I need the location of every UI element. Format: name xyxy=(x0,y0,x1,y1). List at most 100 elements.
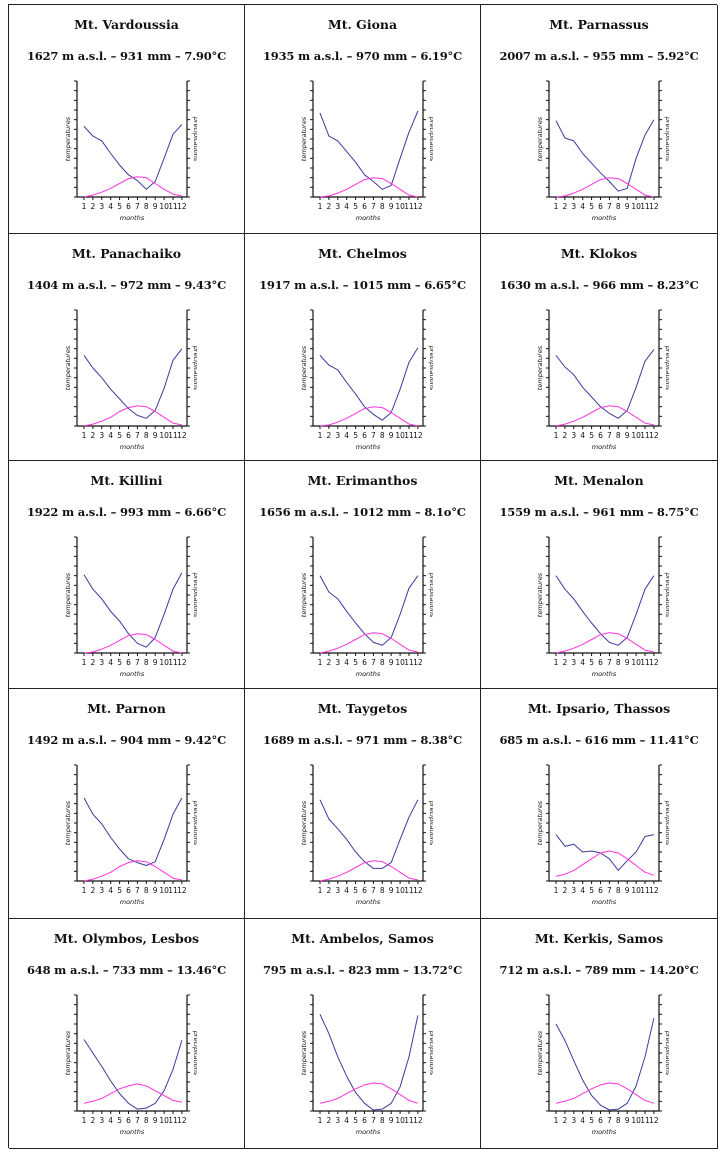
chart-panel-mt-ambelos-samos: Mt. Ambelos, Samos 795 m a.s.l. – 823 mm … xyxy=(245,919,481,1149)
x-tick-label: 3 xyxy=(571,431,576,440)
x-tick-label: 1 xyxy=(554,431,559,440)
x-tick-label: 6 xyxy=(598,202,603,211)
x-tick-label: 4 xyxy=(580,658,585,667)
x-tick-label: 3 xyxy=(335,431,340,440)
chart-panel-mt-menalon: Mt. Menalon 1559 m a.s.l. – 961 mm – 8.75… xyxy=(481,461,718,689)
x-tick-label: 6 xyxy=(126,431,131,440)
x-tick-label: 12 xyxy=(177,658,187,667)
y-axis-label-right: precipitations xyxy=(428,800,433,846)
series-line-temperatures xyxy=(319,860,419,882)
x-tick-label: 9 xyxy=(389,202,394,211)
x-tick-label: 6 xyxy=(362,886,367,895)
x-tick-label: 8 xyxy=(616,886,621,895)
x-tick-label: 2 xyxy=(327,658,332,667)
x-tick-label: 12 xyxy=(413,431,423,440)
x-tick-label: 5 xyxy=(589,886,594,895)
x-tick-label: 4 xyxy=(108,202,113,211)
y-axis-label-left: temperatures xyxy=(300,116,308,161)
x-tick-label: 3 xyxy=(99,431,104,440)
y-axis-label-right: precipitations xyxy=(428,1030,433,1076)
x-tick-label: 9 xyxy=(625,202,630,211)
x-tick-label: 9 xyxy=(389,431,394,440)
x-tick-label: 1 xyxy=(554,202,559,211)
x-tick-label: 3 xyxy=(571,1116,576,1125)
chart-panel-mt-taygetos: Mt. Taygetos 1689 m a.s.l. – 971 mm – 8.3… xyxy=(245,689,481,919)
x-tick-label: 4 xyxy=(108,658,113,667)
x-tick-label: 5 xyxy=(117,886,122,895)
x-tick-label: 3 xyxy=(335,658,340,667)
series-line-precipitations xyxy=(319,799,419,869)
y-axis-label-left: temperatures xyxy=(300,1030,308,1075)
x-tick-label: 3 xyxy=(335,202,340,211)
x-tick-label: 10 xyxy=(395,886,405,895)
series-line-precipitations xyxy=(319,347,419,421)
series-line-precipitations xyxy=(555,1018,655,1111)
chart-title: Mt. Parnon xyxy=(87,701,166,716)
series-line-precipitations xyxy=(83,348,183,419)
x-tick-label: 11 xyxy=(168,431,178,440)
x-tick-label: 5 xyxy=(589,202,594,211)
x-tick-label: 11 xyxy=(404,886,414,895)
chart-subtitle: 648 m a.s.l. – 733 mm – 13.46°C xyxy=(26,963,227,977)
x-tick-label: 12 xyxy=(413,658,423,667)
x-axis-label: months xyxy=(120,898,145,905)
y-axis-label-right: precipitations xyxy=(664,345,669,391)
x-tick-label: 8 xyxy=(616,431,621,440)
x-tick-label: 8 xyxy=(616,202,621,211)
series-line-temperatures xyxy=(319,177,419,198)
x-tick-label: 12 xyxy=(177,1116,187,1125)
x-tick-label: 7 xyxy=(135,886,140,895)
x-tick-label: 9 xyxy=(389,658,394,667)
y-axis-label-right: precipitations xyxy=(192,116,197,162)
y-axis-label-right: precipitations xyxy=(664,1030,669,1076)
x-tick-label: 10 xyxy=(395,658,405,667)
y-axis-label-left: temperatures xyxy=(536,800,544,845)
x-tick-label: 10 xyxy=(395,1116,405,1125)
x-tick-label: 8 xyxy=(380,1116,385,1125)
x-tick-label: 9 xyxy=(625,658,630,667)
x-tick-label: 7 xyxy=(135,658,140,667)
climate-diagram-grid: Mt. Vardoussia 1627 m a.s.l. – 931 mm – 7… xyxy=(8,4,718,1149)
x-tick-label: 6 xyxy=(598,658,603,667)
x-axis-label: months xyxy=(356,898,381,905)
x-tick-label: 11 xyxy=(168,1116,178,1125)
chart-panel-mt-parnon: Mt. Parnon 1492 m a.s.l. – 904 mm – 9.42°… xyxy=(9,689,245,919)
chart-panel-mt-giona: Mt. Giona 1935 m a.s.l. – 970 mm – 6.19°C… xyxy=(245,5,481,234)
x-tick-label: 4 xyxy=(344,1116,349,1125)
x-tick-label: 9 xyxy=(625,1116,630,1125)
y-axis-label-left: temperatures xyxy=(64,345,72,390)
x-tick-label: 7 xyxy=(607,658,612,667)
x-axis-label: months xyxy=(592,670,617,677)
chart-title: Mt. Taygetos xyxy=(317,701,408,716)
chart-title: Mt. Menalon xyxy=(554,473,644,488)
x-tick-label: 10 xyxy=(159,1116,169,1125)
x-tick-label: 12 xyxy=(177,202,187,211)
series-line-precipitations xyxy=(83,797,183,866)
y-axis-label-left: temperatures xyxy=(300,345,308,390)
x-tick-label: 5 xyxy=(353,886,358,895)
chart-subtitle: 1630 m a.s.l. – 966 mm – 8.23°C xyxy=(499,278,699,292)
x-tick-label: 9 xyxy=(389,1116,394,1125)
x-tick-label: 8 xyxy=(144,658,149,667)
x-tick-label: 10 xyxy=(395,202,405,211)
x-tick-label: 8 xyxy=(616,658,621,667)
chart-title: Mt. Klokos xyxy=(560,246,638,261)
x-tick-label: 11 xyxy=(168,886,178,895)
x-tick-label: 3 xyxy=(335,1116,340,1125)
y-axis-label-right: precipitations xyxy=(192,800,197,846)
series-line-temperatures xyxy=(555,850,655,877)
x-tick-label: 4 xyxy=(344,886,349,895)
x-tick-label: 1 xyxy=(318,886,323,895)
x-tick-label: 9 xyxy=(153,1116,158,1125)
x-tick-label: 10 xyxy=(631,1116,641,1125)
series-line-temperatures xyxy=(555,632,655,654)
x-tick-label: 11 xyxy=(168,658,178,667)
chart-subtitle: 1935 m a.s.l. – 970 mm – 6.19°C xyxy=(262,49,463,63)
x-tick-label: 9 xyxy=(389,886,394,895)
